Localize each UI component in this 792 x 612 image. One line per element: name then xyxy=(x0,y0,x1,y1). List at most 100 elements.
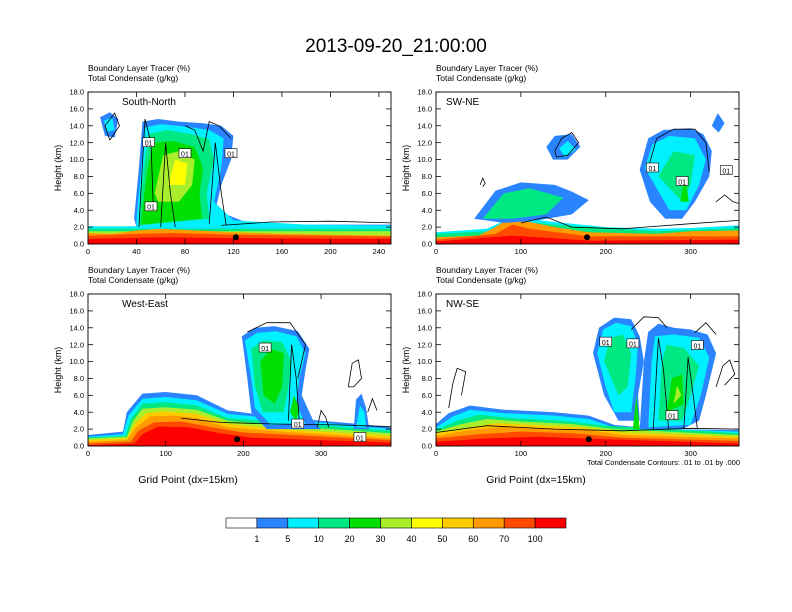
panel-sw-ne: Boundary Layer Tracer (%)Total Condensat… xyxy=(401,63,740,256)
condensate-contour xyxy=(715,194,739,204)
colorbar-label: 20 xyxy=(345,534,355,544)
x-tick-label: 200 xyxy=(599,449,612,458)
x-tick-label: 240 xyxy=(373,247,386,256)
y-tick-label: 10.0 xyxy=(417,357,432,366)
tracer-shade xyxy=(666,374,684,413)
condensate-contour xyxy=(316,409,330,428)
x-tick-label: 300 xyxy=(684,247,697,256)
panel-header-condensate: Total Condensate (g/kg) xyxy=(436,73,526,83)
y-tick-label: 6.0 xyxy=(74,391,84,400)
condensate-contour xyxy=(448,367,467,409)
y-tick-label: 12.0 xyxy=(69,138,84,147)
location-marker xyxy=(232,234,239,241)
condensate-contour xyxy=(181,417,391,427)
x-tick-label: 200 xyxy=(324,247,337,256)
colorbar-swatch xyxy=(287,517,320,529)
contour-label: 01 xyxy=(147,205,155,212)
condensate-contour xyxy=(104,112,120,141)
contour-label-box xyxy=(626,338,640,349)
colorbar-swatch xyxy=(411,517,443,529)
panel-nw-se: Boundary Layer Tracer (%)Total Condensat… xyxy=(401,265,740,458)
colorbar-swatch xyxy=(318,517,350,529)
y-tick-label: 18.0 xyxy=(417,88,432,97)
tracer-shade xyxy=(632,395,640,430)
y-tick-label: 6.0 xyxy=(422,391,432,400)
location-marker xyxy=(585,436,592,443)
y-tick-label: 4.0 xyxy=(422,206,432,215)
y-tick-label: 0.0 xyxy=(422,240,432,249)
y-tick-label: 0.0 xyxy=(74,240,84,249)
panel-label: NW-SE xyxy=(446,299,479,310)
contour-label-box xyxy=(719,165,733,175)
condensate-contour xyxy=(520,216,739,230)
y-tick-label: 8.0 xyxy=(422,374,432,383)
tracer-shade xyxy=(604,334,632,396)
y-tick-label: 4.0 xyxy=(74,206,84,215)
x-tick-label: 200 xyxy=(237,449,250,458)
location-marker xyxy=(584,234,591,241)
y-tick-label: 16.0 xyxy=(69,104,84,113)
contour-label: 01 xyxy=(356,435,364,442)
tracer-field: 01 01 01 xyxy=(88,322,391,446)
colorbar-swatch xyxy=(380,517,412,529)
panel-west-east: Boundary Layer Tracer (%)Total Condensat… xyxy=(53,265,392,458)
colorbar-label: 70 xyxy=(499,534,509,544)
x-tick-label: 40 xyxy=(132,247,140,256)
tracer-shade xyxy=(673,385,682,404)
x-axis-label-nw-se: Grid Point (dx=15km) xyxy=(486,474,586,486)
y-tick-label: 12.0 xyxy=(417,340,432,349)
plot-frame xyxy=(435,91,740,245)
contour-label-box xyxy=(258,342,272,353)
y-tick-label: 18.0 xyxy=(69,88,84,97)
panel-header-tracer: Boundary Layer Tracer (%) xyxy=(88,63,190,73)
condensate-contour xyxy=(694,322,717,335)
y-tick-label: 0.0 xyxy=(422,442,432,451)
y-tick-label: 12.0 xyxy=(69,340,84,349)
y-tick-label: 14.0 xyxy=(417,323,432,332)
contour-label: 01 xyxy=(722,168,730,175)
x-tick-label: 300 xyxy=(315,449,328,458)
y-tick-label: 16.0 xyxy=(69,306,84,315)
colorbar-label: 5 xyxy=(285,534,290,544)
y-tick-label: 4.0 xyxy=(422,408,432,417)
contour-label: 01 xyxy=(227,151,235,158)
contour-label: 01 xyxy=(261,346,269,353)
panel-header-tracer: Boundary Layer Tracer (%) xyxy=(436,63,538,73)
y-tick-label: 8.0 xyxy=(74,374,84,383)
y-tick-label: 8.0 xyxy=(74,172,84,181)
contour-label-box xyxy=(144,201,158,212)
y-tick-label: 14.0 xyxy=(417,121,432,130)
colorbar-swatch xyxy=(225,517,258,529)
tracer-shade xyxy=(680,176,689,202)
tracer-shade xyxy=(168,159,188,185)
y-tick-label: 18.0 xyxy=(69,290,84,299)
condensate-contour xyxy=(367,397,378,413)
condensate-contour xyxy=(652,337,669,430)
contour-label: 01 xyxy=(145,140,153,147)
tracer-shade xyxy=(482,188,564,219)
contour-label: 01 xyxy=(668,413,676,420)
tracer-shade xyxy=(88,237,391,244)
contour-label: 01 xyxy=(602,340,610,347)
colorbar-label: 30 xyxy=(376,534,386,544)
colorbar-swatch xyxy=(442,517,474,529)
panel-label: West-East xyxy=(122,299,168,310)
contour-label-box xyxy=(665,410,679,420)
panel-header-condensate: Total Condensate (g/kg) xyxy=(88,73,178,83)
panel-header-tracer: Boundary Layer Tracer (%) xyxy=(88,265,190,275)
y-tick-label: 16.0 xyxy=(417,306,432,315)
tracer-shade xyxy=(559,141,576,157)
colorbar-swatch xyxy=(503,517,536,529)
contour-label: 01 xyxy=(678,179,686,186)
contour-label-box xyxy=(142,137,155,147)
condensate-contour xyxy=(647,128,710,173)
colorbar-swatch xyxy=(534,517,567,529)
x-tick-label: 0 xyxy=(434,449,438,458)
tracer-shade xyxy=(356,405,367,428)
y-tick-label: 6.0 xyxy=(422,189,432,198)
y-axis-label: Height (km) xyxy=(401,347,411,394)
colorbar-label: 50 xyxy=(437,534,447,544)
x-tick-label: 0 xyxy=(434,247,438,256)
y-tick-label: 12.0 xyxy=(417,138,432,147)
condensate-contour xyxy=(630,316,668,330)
